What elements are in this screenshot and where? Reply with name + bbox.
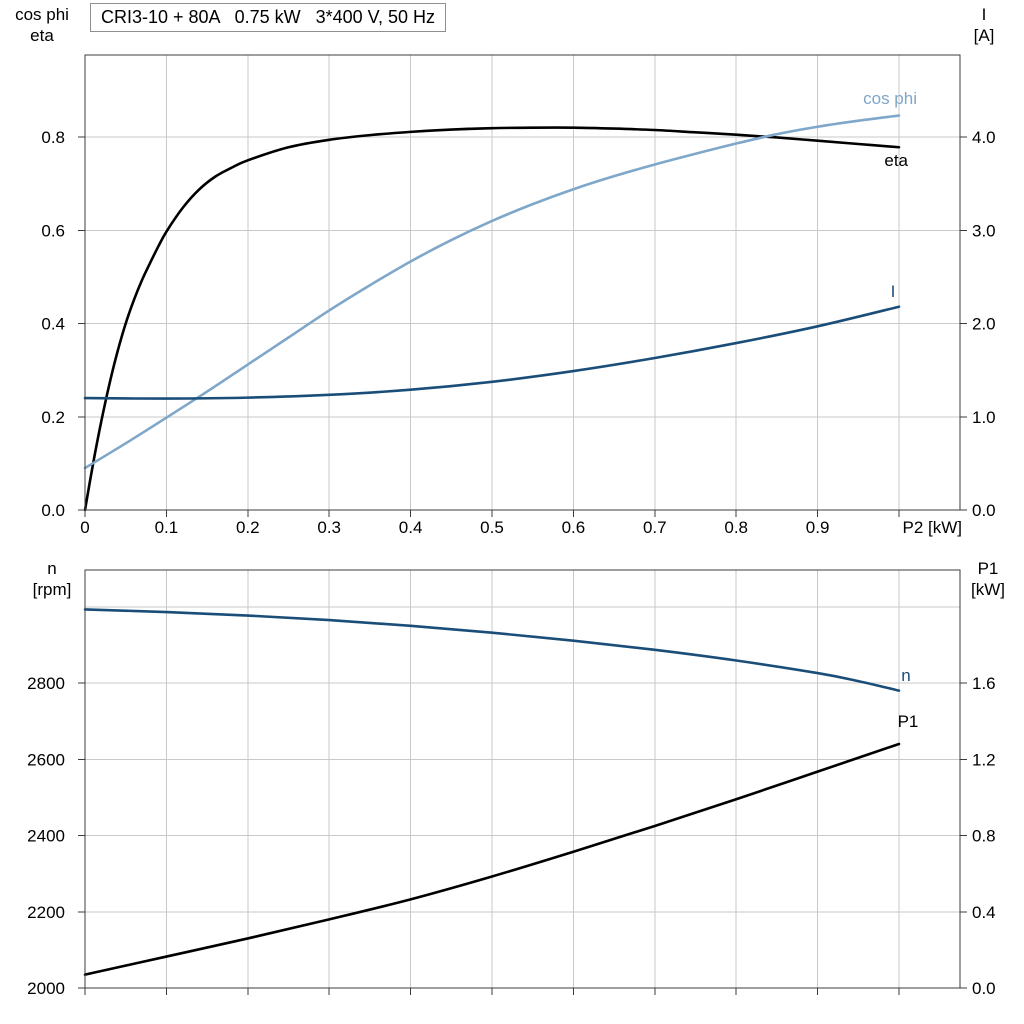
curve-label-I: I	[891, 282, 896, 301]
left-axis-tick-label: 0.6	[41, 221, 65, 240]
axis-title-line: [kW]	[971, 580, 1005, 599]
left-axis-tick-label: 0.2	[41, 408, 65, 427]
bottom-left-axis-title: n [rpm]	[16, 558, 88, 600]
x-axis-tick-label: 0.2	[236, 518, 260, 537]
left-axis-tick-label: 0.8	[41, 128, 65, 147]
x-axis-tick-label: 0.6	[562, 518, 586, 537]
right-axis-tick-label: 3.0	[972, 221, 996, 240]
curves-chart-1	[83, 608, 901, 976]
axis-title-line: eta	[30, 26, 54, 45]
left-axis-tick-label: 2000	[27, 979, 65, 998]
left-axis-tick-label: 2800	[27, 674, 65, 693]
left-axis-tick-label: 0.4	[41, 315, 65, 334]
curve-P1	[83, 742, 901, 976]
ticks-chart-1	[78, 682, 967, 995]
left-axis-tick-label: 2200	[27, 903, 65, 922]
x-axis-tick-label: 0.1	[155, 518, 179, 537]
x-axis-tick-label: 0	[80, 518, 89, 537]
gridlines-chart-0	[85, 55, 960, 510]
axis-title-line: P1	[977, 559, 999, 578]
right-axis-tick-label: 1.2	[972, 750, 996, 769]
curves-chart-0	[83, 114, 901, 512]
curve-label-P1: P1	[898, 712, 919, 731]
curve-cos_phi	[83, 114, 901, 470]
x-axis-tick-label: 0.4	[399, 518, 423, 537]
left-axis-tick-label: 2600	[27, 750, 65, 769]
top-left-axis-title: cos phi eta	[4, 4, 80, 46]
chart-title-box: CRI3-10 + 80A 0.75 kW 3*400 V, 50 Hz	[90, 3, 447, 32]
x-axis-unit-label: P2 [kW]	[902, 518, 962, 537]
x-axis-tick-label: 0.8	[724, 518, 748, 537]
ticks-chart-0	[78, 136, 967, 517]
right-axis-tick-label: 0.4	[972, 903, 996, 922]
right-axis-tick-label: 1.6	[972, 674, 996, 693]
x-axis-tick-label: 0.5	[480, 518, 504, 537]
left-axis-tick-label: 0.0	[41, 501, 65, 520]
plot-border-chart-1	[84, 569, 961, 989]
axis-title-line: cos phi	[15, 5, 69, 24]
curve-label-cos_phi: cos phi	[863, 89, 917, 108]
x-axis-tick-label: 0.3	[317, 518, 341, 537]
top-right-axis-title: I [A]	[948, 4, 1020, 46]
x-axis-tick-label: 0.7	[643, 518, 667, 537]
curve-eta	[83, 126, 901, 512]
x-axis-tick-label: 0.9	[806, 518, 830, 537]
axis-title-line: I	[981, 5, 987, 24]
curve-I	[83, 305, 901, 400]
right-axis-tick-label: 1.0	[972, 408, 996, 427]
plot-border-chart-0	[84, 54, 961, 511]
curve-label-n: n	[901, 666, 910, 685]
curve-n	[83, 608, 901, 692]
axis-title-line: n	[47, 559, 57, 578]
right-axis-tick-label: 2.0	[972, 315, 996, 334]
right-axis-tick-label: 4.0	[972, 128, 996, 147]
right-axis-tick-label: 0.0	[972, 501, 996, 520]
right-axis-tick-label: 0.8	[972, 827, 996, 846]
axis-title-line: [A]	[973, 26, 995, 45]
right-axis-tick-label: 0.0	[972, 979, 996, 998]
bottom-right-axis-title: P1 [kW]	[952, 558, 1024, 600]
axis-title-line: [rpm]	[32, 580, 72, 599]
curve-label-eta: eta	[884, 151, 908, 170]
left-axis-tick-label: 2400	[27, 827, 65, 846]
gridlines-chart-1	[85, 570, 960, 988]
